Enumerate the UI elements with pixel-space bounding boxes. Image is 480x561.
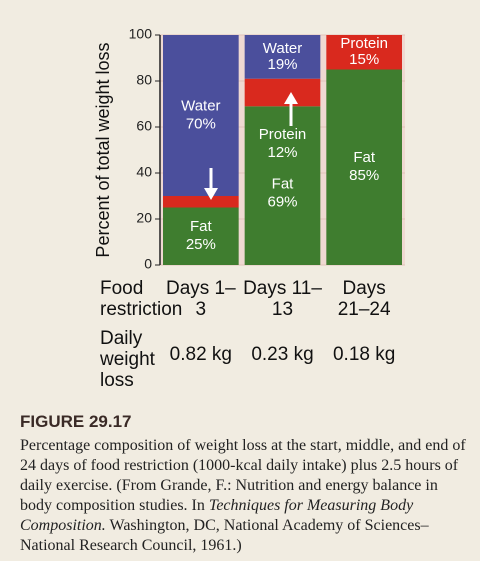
y-tick-label: 100 xyxy=(129,26,153,42)
y-axis-label: Percent of total weight loss xyxy=(93,42,113,257)
caption: Percentage composition of weight loss at… xyxy=(20,436,472,556)
bar-segment xyxy=(326,69,402,265)
row-label: Food restriction xyxy=(100,278,183,320)
caption-block: FIGURE 29.17 Percentage composition of w… xyxy=(20,412,472,556)
caption-text: Percentage composition of weight loss at… xyxy=(20,437,466,514)
y-tick-label: 60 xyxy=(136,118,152,134)
weight-loss-label: Daily weight loss xyxy=(100,328,155,391)
bar-segment xyxy=(326,35,402,70)
bar-segment xyxy=(244,78,321,107)
segment-value: 69% xyxy=(267,194,297,211)
segment-name: Protein xyxy=(259,126,307,143)
segment-value: 25% xyxy=(186,236,216,253)
segment-value: 19% xyxy=(267,56,297,73)
y-tick-label: 20 xyxy=(136,210,152,226)
segment-name: Water xyxy=(263,40,302,57)
y-tick-label: 80 xyxy=(136,72,152,88)
segment-value: 85% xyxy=(349,167,379,184)
bar-segment xyxy=(163,207,239,265)
weight-loss-value: 0.82 kg xyxy=(169,344,232,365)
segment-name: Fat xyxy=(353,149,376,166)
segment-value: 12% xyxy=(267,144,297,161)
y-tick-label: 40 xyxy=(136,164,152,180)
figure-label: FIGURE 29.17 xyxy=(20,412,132,431)
arrow xyxy=(284,92,298,104)
bar-segment xyxy=(163,35,239,196)
x-tick-label: Days 1–3 xyxy=(165,278,236,320)
segment-name: Fat xyxy=(190,218,213,235)
y-tick-label: 0 xyxy=(144,256,152,272)
arrow xyxy=(204,188,218,200)
bar-segment xyxy=(163,196,239,208)
weight-loss-value: 0.23 kg xyxy=(251,344,314,365)
bar-segment xyxy=(244,35,321,79)
segment-name: Water xyxy=(181,97,220,114)
chart: Percent of total weight loss 0 20 40 60 80 10… xyxy=(93,26,405,272)
segment-value: 15% xyxy=(349,51,379,68)
x-tick-label: Days 21–24 xyxy=(337,278,391,320)
segment-name: Protein xyxy=(340,35,388,52)
segment-value: 70% xyxy=(186,115,216,132)
x-tick-label: Days 11–13 xyxy=(243,278,322,320)
weight-loss-value: 0.18 kg xyxy=(332,344,396,365)
caption-text: Washington, DC, National Academy of Scie… xyxy=(20,517,429,554)
caption-italic: Techniques for Measuring Body Compositio… xyxy=(20,497,414,534)
segment-name: Fat xyxy=(272,176,295,193)
bar-segment xyxy=(244,106,321,265)
